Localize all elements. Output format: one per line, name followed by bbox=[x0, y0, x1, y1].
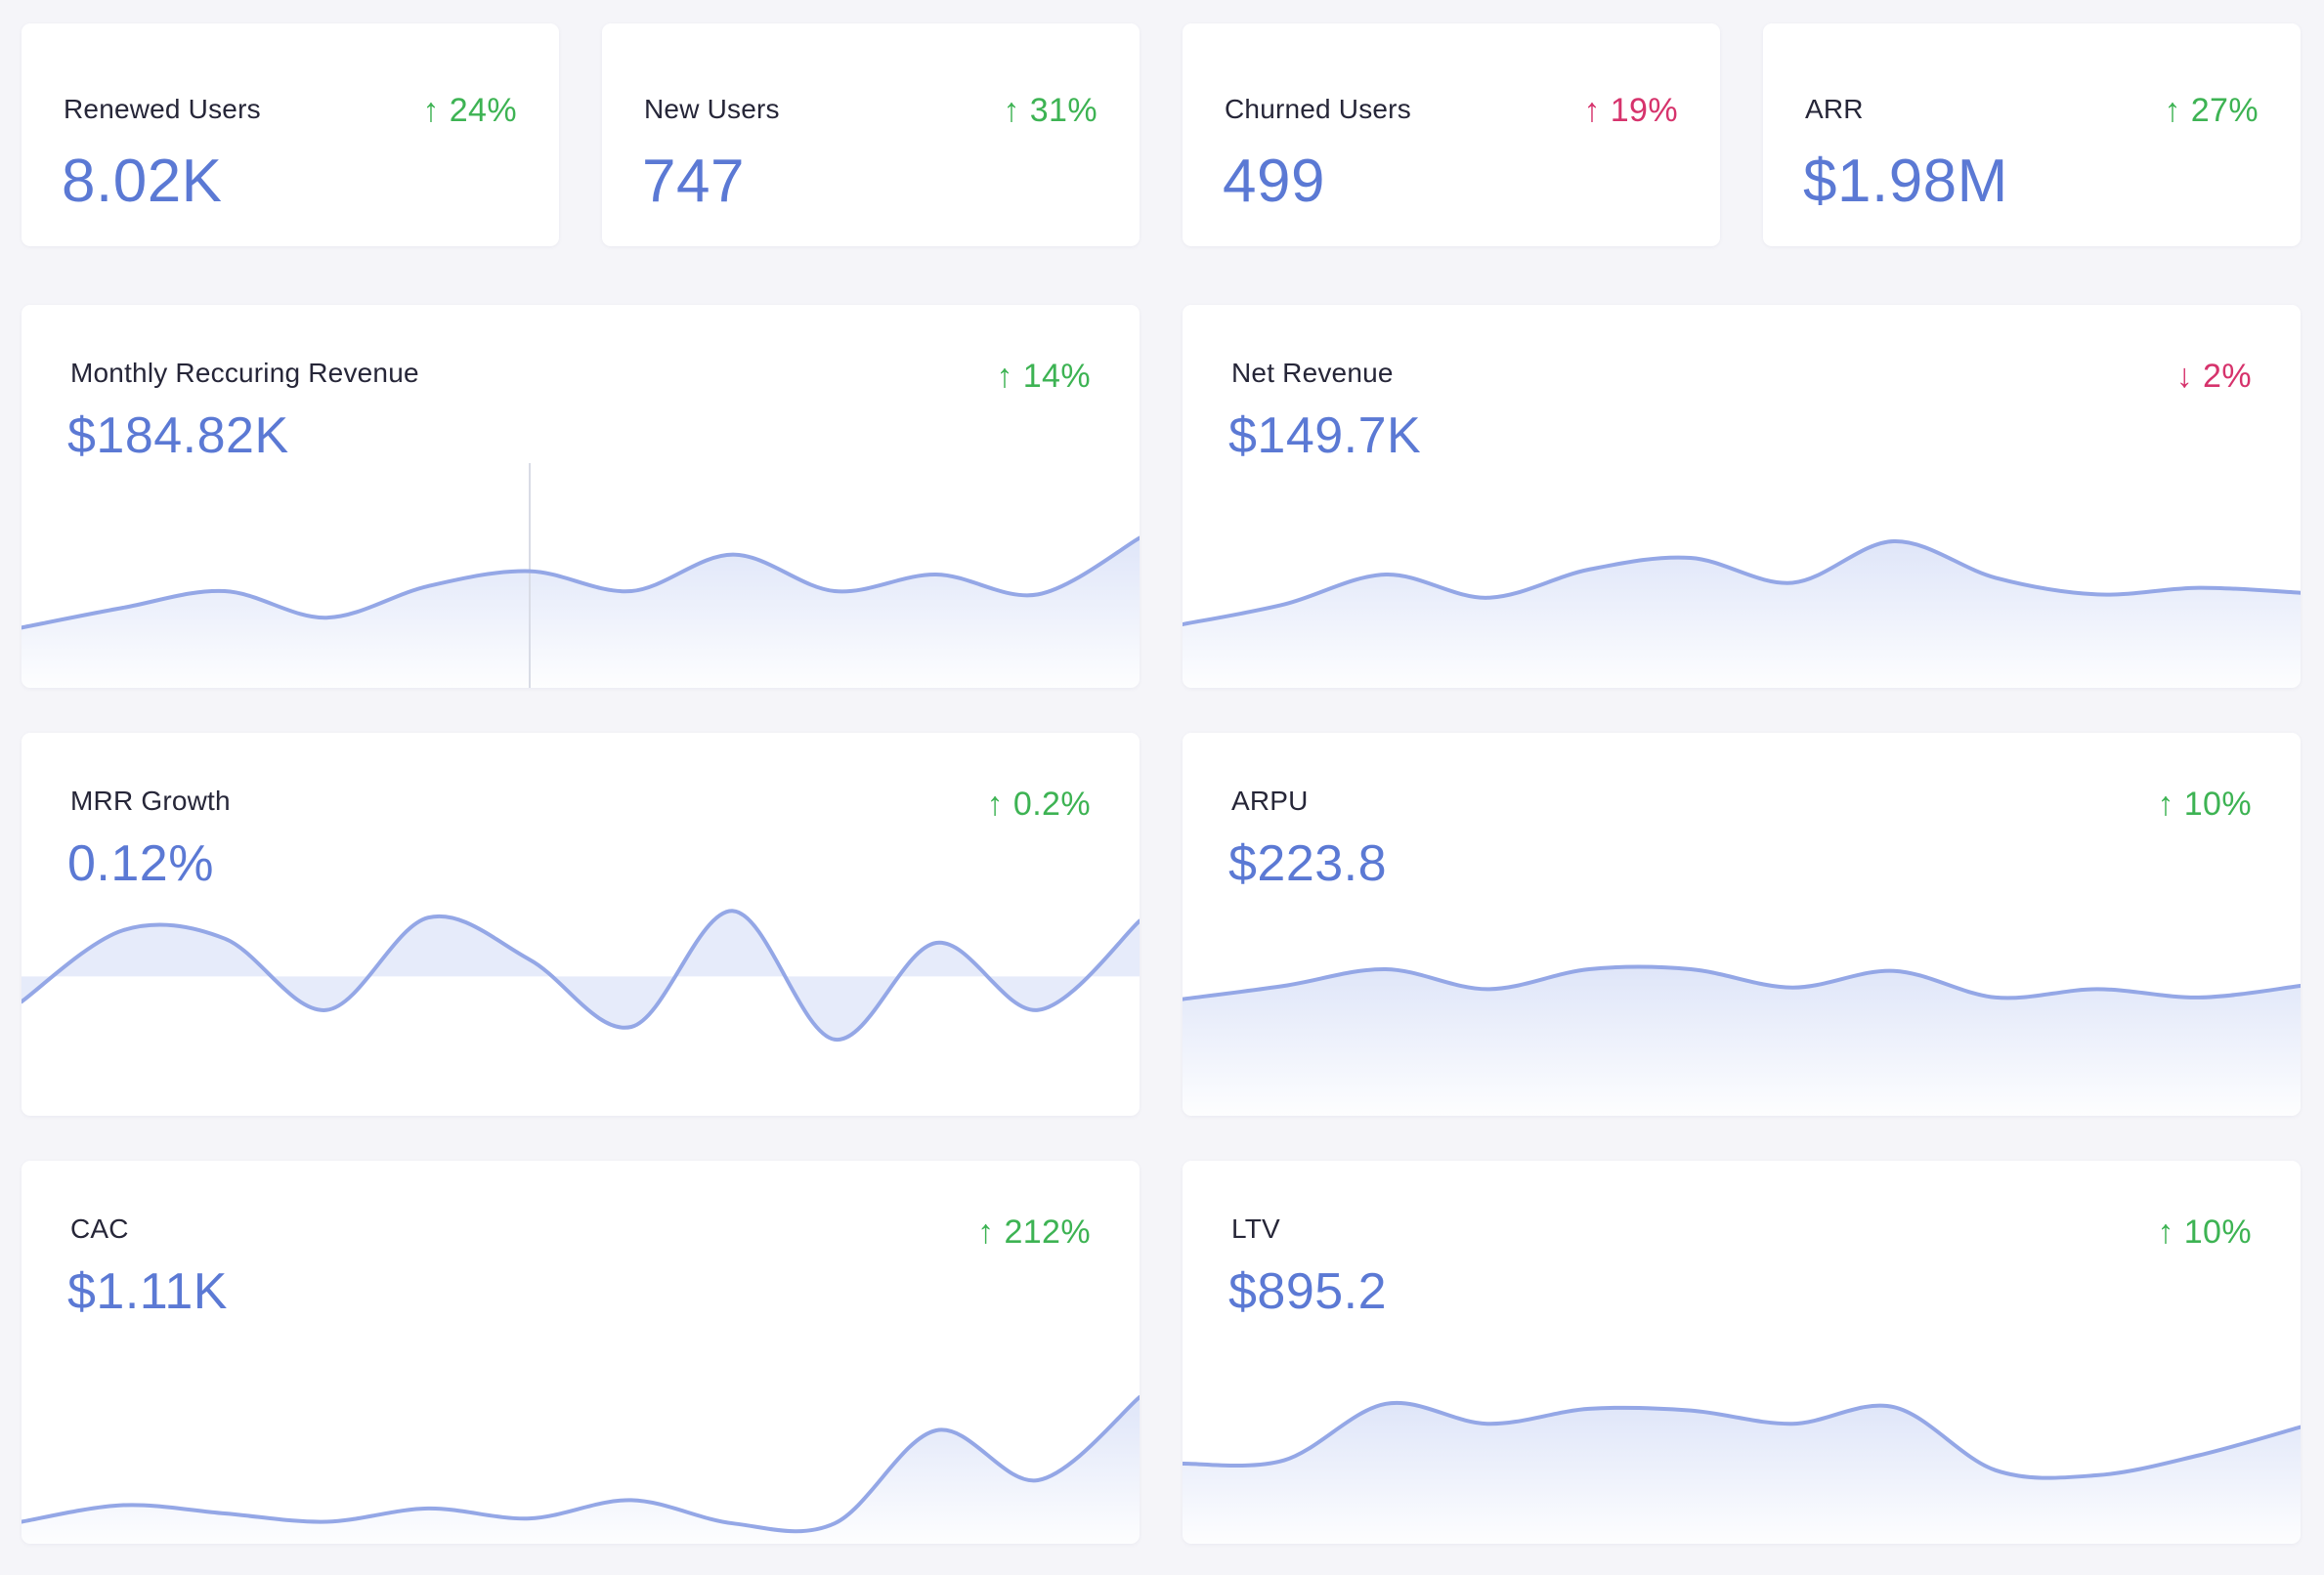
series-line bbox=[1183, 538, 2301, 626]
trend-arrow-up-icon: ↑ bbox=[1583, 92, 1601, 129]
trend-arrow-up-icon: ↑ bbox=[1003, 92, 1020, 129]
sparkline-chart[interactable] bbox=[22, 1319, 1140, 1544]
series-area bbox=[22, 1397, 1140, 1544]
chart-value: $1.11K bbox=[67, 1263, 228, 1320]
series-area bbox=[1183, 966, 2301, 1116]
chart-card-ltv[interactable]: LTV ↑ 10% $895.2 bbox=[1183, 1161, 2301, 1544]
stat-delta: ↑ 24% bbox=[422, 92, 517, 129]
stat-delta: ↑ 27% bbox=[2164, 92, 2259, 129]
sparkline-chart[interactable] bbox=[22, 891, 1140, 1116]
chart-label: LTV bbox=[1231, 1213, 1280, 1244]
trend-arrow-up-icon: ↑ bbox=[422, 92, 440, 129]
sparkline-chart[interactable] bbox=[1183, 891, 2301, 1116]
chart-label: Monthly Reccuring Revenue bbox=[70, 358, 419, 388]
trend-arrow-up-icon: ↑ bbox=[986, 786, 1004, 823]
stat-value: 499 bbox=[1223, 148, 1325, 215]
trend-arrow-up-icon: ↑ bbox=[2164, 92, 2181, 129]
trend-arrow-up-icon: ↑ bbox=[2157, 1213, 2174, 1251]
sparkline-chart[interactable] bbox=[22, 463, 1140, 688]
chart-card-mrr[interactable]: Monthly Reccuring Revenue ↑ 14% $184.82K bbox=[22, 305, 1140, 688]
series-line bbox=[22, 1395, 1140, 1534]
stat-card-new-users[interactable]: New Users ↑ 31% 747 bbox=[602, 23, 1140, 246]
sparkline-chart[interactable] bbox=[1183, 1319, 2301, 1544]
series-area bbox=[1183, 540, 2301, 688]
stat-card-renewed-users[interactable]: Renewed Users ↑ 24% 8.02K bbox=[22, 23, 559, 246]
trend-arrow-up-icon: ↑ bbox=[977, 1213, 995, 1251]
stat-label: New Users bbox=[644, 94, 780, 124]
chart-value: $184.82K bbox=[67, 407, 289, 464]
trend-arrow-up-icon: ↑ bbox=[996, 358, 1013, 395]
stat-label: ARR bbox=[1805, 94, 1864, 124]
stat-card-arr[interactable]: ARR ↑ 27% $1.98M bbox=[1763, 23, 2301, 246]
chart-delta: ↑ 14% bbox=[996, 358, 1091, 395]
trend-arrow-down-icon: ↓ bbox=[2175, 358, 2194, 395]
chart-card-mrr-growth[interactable]: MRR Growth ↑ 0.2% 0.12% bbox=[22, 733, 1140, 1116]
series-line bbox=[1183, 1400, 2301, 1480]
stat-delta: ↑ 31% bbox=[1003, 92, 1097, 129]
stat-value: 8.02K bbox=[62, 148, 223, 215]
stat-delta: ↑ 19% bbox=[1583, 92, 1678, 129]
stat-label: Renewed Users bbox=[64, 94, 261, 124]
chart-delta: ↑ 10% bbox=[2157, 786, 2252, 823]
chart-delta: ↑ 0.2% bbox=[986, 786, 1091, 823]
series-area bbox=[22, 537, 1140, 688]
series-line bbox=[22, 535, 1140, 630]
chart-label: CAC bbox=[70, 1213, 129, 1244]
trend-arrow-up-icon: ↑ bbox=[2157, 786, 2174, 823]
stat-card-churned-users[interactable]: Churned Users ↑ 19% 499 bbox=[1183, 23, 1720, 246]
chart-label: Net Revenue bbox=[1231, 358, 1394, 388]
chart-card-arpu[interactable]: ARPU ↑ 10% $223.8 bbox=[1183, 733, 2301, 1116]
series-line bbox=[22, 909, 1140, 1042]
chart-value: 0.12% bbox=[67, 835, 214, 892]
chart-card-cac[interactable]: CAC ↑ 212% $1.11K bbox=[22, 1161, 1140, 1544]
stat-value: 747 bbox=[642, 148, 745, 215]
series-area bbox=[22, 911, 1140, 1041]
chart-delta: ↑ 10% bbox=[2157, 1213, 2252, 1251]
chart-delta: ↑ 212% bbox=[977, 1213, 1091, 1251]
chart-value: $895.2 bbox=[1228, 1263, 1388, 1320]
chart-card-net-revenue[interactable]: Net Revenue ↓ 2% $149.7K bbox=[1183, 305, 2301, 688]
stat-value: $1.98M bbox=[1803, 148, 2008, 215]
series-area bbox=[1183, 1402, 2301, 1544]
series-line bbox=[1183, 964, 2301, 1001]
stat-label: Churned Users bbox=[1225, 94, 1411, 124]
chart-label: MRR Growth bbox=[70, 786, 231, 816]
sparkline-chart[interactable] bbox=[1183, 463, 2301, 688]
chart-value: $223.8 bbox=[1228, 835, 1388, 892]
chart-value: $149.7K bbox=[1228, 407, 1422, 464]
chart-label: ARPU bbox=[1231, 786, 1309, 816]
chart-delta: ↓ 2% bbox=[2175, 358, 2252, 395]
